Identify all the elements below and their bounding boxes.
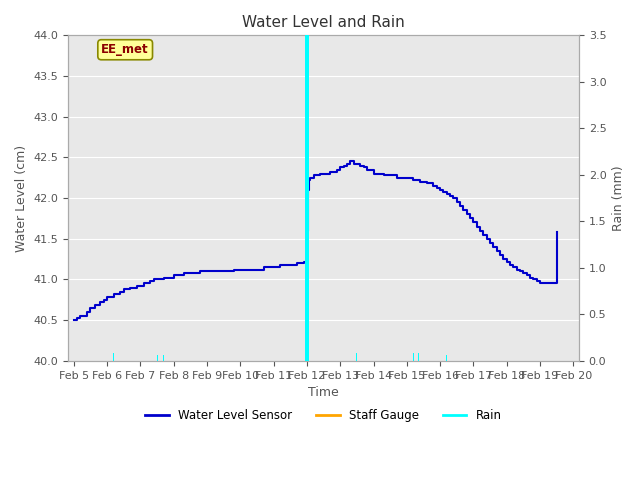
- Bar: [356, 353, 357, 361]
- X-axis label: Time: Time: [308, 386, 339, 399]
- Bar: [307, 36, 308, 361]
- Text: EE_met: EE_met: [101, 43, 149, 56]
- Y-axis label: Rain (mm): Rain (mm): [612, 165, 625, 231]
- Bar: [413, 353, 414, 361]
- Bar: [113, 353, 115, 361]
- Legend: Water Level Sensor, Staff Gauge, Rain: Water Level Sensor, Staff Gauge, Rain: [141, 404, 506, 427]
- Bar: [446, 355, 447, 361]
- Bar: [308, 36, 309, 361]
- Bar: [418, 353, 419, 361]
- Y-axis label: Water Level (cm): Water Level (cm): [15, 144, 28, 252]
- Bar: [305, 36, 306, 361]
- Title: Water Level and Rain: Water Level and Rain: [242, 15, 405, 30]
- Bar: [163, 355, 164, 361]
